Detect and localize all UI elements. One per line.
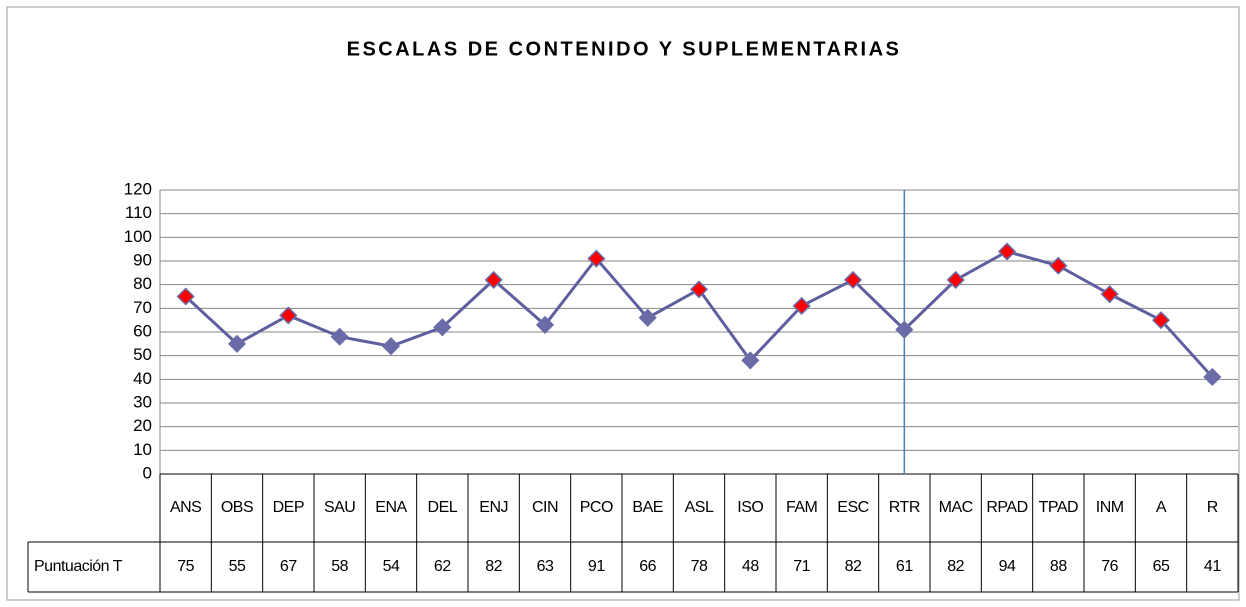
marker bbox=[433, 318, 452, 337]
category-label: RPAD bbox=[986, 499, 1027, 516]
category-label: ANS bbox=[170, 499, 201, 516]
marker bbox=[1049, 256, 1068, 275]
marker bbox=[843, 270, 863, 289]
category-label: TPAD bbox=[1039, 499, 1078, 516]
y-tick-label: 30 bbox=[133, 392, 152, 411]
category-label: ENJ bbox=[479, 499, 508, 516]
category-label: R bbox=[1207, 499, 1218, 516]
value-label: 91 bbox=[588, 558, 605, 575]
value-label: 55 bbox=[229, 558, 246, 575]
category-label: DEP bbox=[273, 499, 304, 516]
value-label: 58 bbox=[331, 558, 348, 575]
y-tick-label: 120 bbox=[124, 179, 152, 198]
y-tick-label: 90 bbox=[133, 250, 152, 269]
value-label: 65 bbox=[1153, 558, 1170, 575]
marker bbox=[997, 242, 1017, 261]
category-label: DEL bbox=[428, 499, 458, 516]
value-label: 82 bbox=[485, 558, 502, 575]
y-tick-label: 50 bbox=[133, 345, 152, 364]
value-label: 88 bbox=[1050, 558, 1067, 575]
value-label: 66 bbox=[639, 558, 656, 575]
marker bbox=[330, 327, 349, 346]
marker bbox=[587, 249, 606, 268]
marker bbox=[535, 315, 555, 334]
category-label: INM bbox=[1096, 499, 1124, 516]
marker bbox=[1100, 285, 1119, 304]
category-label: ISO bbox=[737, 499, 763, 516]
marker bbox=[689, 280, 709, 299]
value-label: 94 bbox=[999, 558, 1016, 575]
marker bbox=[279, 306, 298, 325]
y-tick-label: 10 bbox=[133, 440, 152, 459]
y-tick-label: 20 bbox=[133, 416, 152, 435]
category-label: ASL bbox=[685, 499, 714, 516]
marker bbox=[381, 337, 401, 356]
category-label: SAU bbox=[324, 499, 355, 516]
value-label: 76 bbox=[1101, 558, 1118, 575]
y-tick-label: 40 bbox=[133, 369, 152, 388]
marker bbox=[227, 334, 247, 353]
series-name: Puntuación T bbox=[34, 558, 123, 575]
category-label: BAE bbox=[632, 499, 663, 516]
marker bbox=[946, 270, 965, 289]
value-label: 63 bbox=[537, 558, 554, 575]
category-label: RTR bbox=[889, 499, 920, 516]
chart-border bbox=[6, 6, 1240, 601]
category-label: OBS bbox=[221, 499, 253, 516]
value-label: 75 bbox=[177, 558, 194, 575]
value-label: 61 bbox=[896, 558, 913, 575]
category-label: ESC bbox=[837, 499, 868, 516]
category-label: MAC bbox=[939, 499, 973, 516]
y-tick-label: 70 bbox=[133, 298, 152, 317]
category-label: ENA bbox=[375, 499, 407, 516]
value-label: 71 bbox=[793, 558, 810, 575]
category-label: CIN bbox=[532, 499, 558, 516]
value-label: 48 bbox=[742, 558, 759, 575]
y-tick-label: 60 bbox=[133, 321, 152, 340]
value-label: 62 bbox=[434, 558, 451, 575]
marker bbox=[176, 287, 195, 306]
marker bbox=[792, 296, 811, 316]
value-label: 54 bbox=[383, 558, 400, 575]
marker bbox=[741, 351, 760, 370]
value-label: 82 bbox=[947, 558, 964, 575]
value-label: 41 bbox=[1204, 558, 1221, 575]
y-tick-label: 110 bbox=[125, 203, 152, 222]
marker bbox=[895, 320, 914, 339]
value-label: 67 bbox=[280, 558, 297, 575]
chart-title: ESCALAS DE CONTENIDO Y SUPLEMENTARIAS bbox=[347, 38, 902, 60]
value-label: 82 bbox=[845, 558, 862, 575]
marker bbox=[638, 308, 657, 327]
marker bbox=[1203, 367, 1222, 387]
value-label: 78 bbox=[691, 558, 708, 575]
category-label: FAM bbox=[786, 499, 818, 516]
y-tick-label: 80 bbox=[133, 274, 152, 293]
y-tick-label: 100 bbox=[124, 227, 152, 246]
y-tick-label: 0 bbox=[143, 463, 152, 482]
marker bbox=[1151, 311, 1171, 330]
category-label: A bbox=[1156, 499, 1167, 516]
category-label: PCO bbox=[580, 499, 613, 516]
marker bbox=[484, 270, 503, 289]
